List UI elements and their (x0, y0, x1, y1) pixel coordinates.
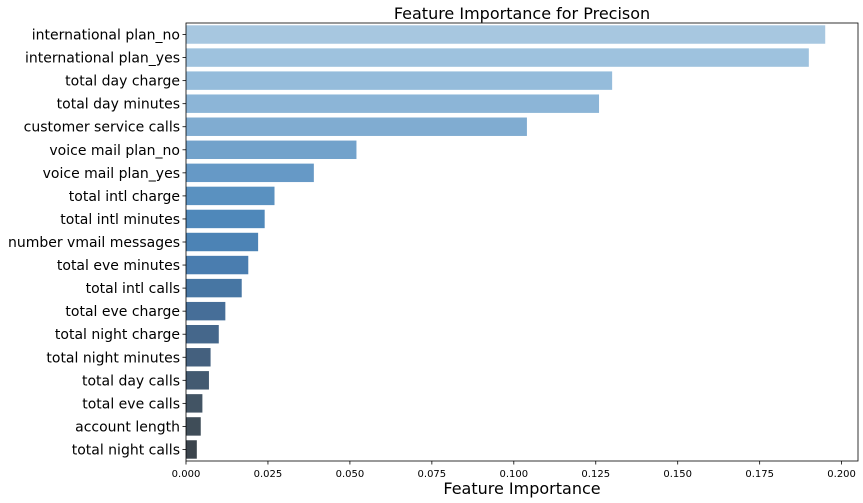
x-tick-label: 0.175 (745, 469, 774, 480)
bar-total-day-calls (186, 371, 209, 390)
plot-frame (185, 22, 859, 462)
bar-total-intl-minutes (186, 209, 265, 229)
y-tick-label: account length (75, 419, 180, 435)
y-tick-label: customer service calls (24, 120, 180, 136)
y-tick-label: number vmail messages (8, 235, 180, 251)
bar-total-night-calls (186, 440, 197, 459)
y-tick-label: total eve calls (82, 396, 180, 412)
y-tick-label: international plan_yes (25, 51, 180, 67)
y-tick-labels: international plan_no international plan_… (8, 28, 186, 458)
x-tick-label: 0.050 (336, 469, 365, 480)
bar-number-vmail-messages (186, 232, 259, 252)
bar-total-intl-calls (186, 278, 242, 298)
y-tick-label: total night charge (55, 327, 180, 343)
y-tick-label: total eve minutes (57, 258, 180, 274)
x-tick-label: 0.025 (254, 469, 283, 480)
y-tick-label: total night minutes (46, 350, 180, 366)
bar-voice-mail-plan-yes (186, 163, 314, 183)
x-axis-ticks: 0.000 0.025 0.050 0.075 0.100 0.125 0.150 0.175… (172, 461, 856, 480)
bar-international-plan-yes (186, 48, 809, 67)
bar-total-eve-calls (186, 394, 203, 413)
bar-customer-service-calls (186, 117, 527, 136)
chart-title: Feature Importance for Precison (394, 4, 650, 23)
y-tick-label: total day charge (65, 74, 180, 90)
y-tick-label: total intl charge (69, 189, 180, 205)
y-tick-label: total day calls (82, 373, 180, 389)
bar-total-night-minutes (186, 348, 211, 367)
bar-international-plan-no (186, 25, 826, 44)
x-tick-label: 0.100 (499, 469, 528, 480)
bar-total-day-minutes (186, 94, 600, 113)
bar-voice-mail-plan-no (186, 140, 357, 160)
y-tick-label: international plan_no (32, 28, 180, 44)
y-tick-label: total intl calls (86, 281, 180, 297)
x-tick-label: 0.000 (172, 469, 201, 480)
x-tick-label: 0.125 (581, 469, 610, 480)
x-tick-label: 0.200 (827, 469, 856, 480)
bar-account-length (186, 417, 201, 436)
bar-total-eve-charge (186, 301, 226, 321)
y-tick-label: voice mail plan_no (49, 143, 180, 159)
bar-total-night-charge (186, 324, 219, 344)
y-tick-label: total intl minutes (60, 212, 180, 228)
x-tick-label: 0.075 (418, 469, 447, 480)
bars-group (186, 25, 826, 459)
y-tick-label: total eve charge (65, 304, 180, 320)
y-tick-label: voice mail plan_yes (43, 166, 180, 182)
y-tick-label: total night calls (72, 442, 180, 458)
bar-total-day-charge (186, 71, 613, 90)
x-axis-label: Feature Importance (443, 479, 600, 498)
y-tick-label: total day minutes (57, 97, 180, 113)
bar-total-intl-charge (186, 186, 275, 206)
x-tick-label: 0.150 (663, 469, 692, 480)
bar-total-eve-minutes (186, 255, 249, 275)
